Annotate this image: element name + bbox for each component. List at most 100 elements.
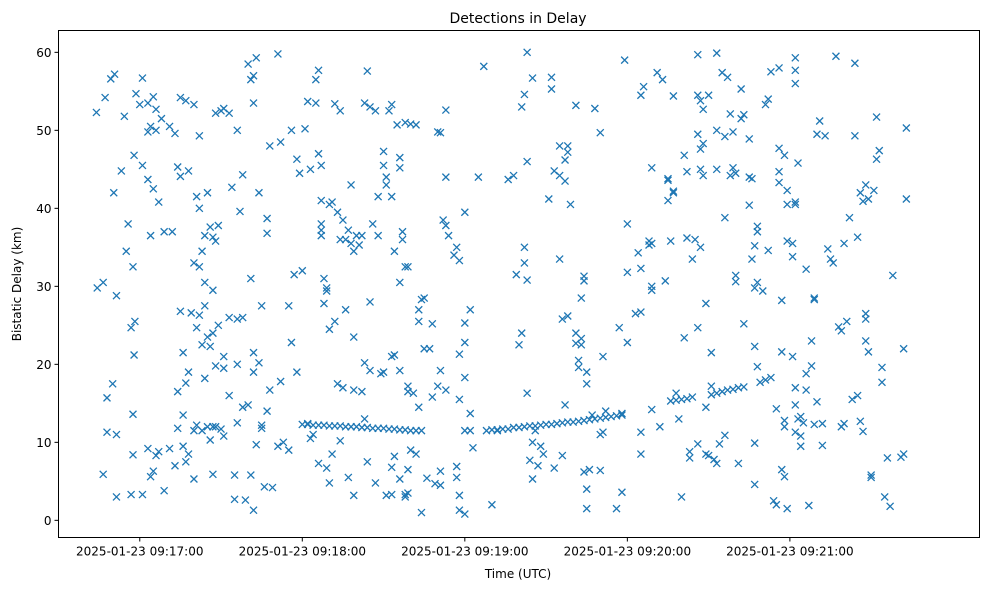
data-point: [794, 159, 802, 168]
data-point: [731, 169, 740, 178]
data-point: [883, 453, 892, 462]
data-point: [791, 53, 800, 62]
data-point: [311, 75, 320, 84]
data-point: [176, 93, 185, 102]
data-point: [455, 350, 464, 359]
data-point: [753, 362, 762, 371]
data-point: [588, 411, 597, 419]
data-point: [647, 163, 656, 172]
data-point: [127, 490, 136, 499]
data-point: [206, 342, 215, 351]
data-point: [252, 53, 261, 62]
data-point: [452, 243, 461, 252]
data-point: [615, 323, 624, 332]
data-point: [696, 165, 705, 174]
data-point: [122, 247, 131, 256]
y-tick-label: 60: [36, 46, 51, 60]
data-point: [129, 410, 137, 419]
data-point: [869, 186, 878, 195]
data-point: [317, 231, 326, 240]
data-point: [181, 96, 190, 105]
data-point: [696, 243, 705, 252]
data-point: [612, 504, 621, 513]
data-point: [292, 368, 301, 377]
data-point: [333, 208, 342, 217]
data-point: [198, 247, 207, 256]
data-point: [309, 430, 318, 439]
data-point: [179, 442, 188, 451]
data-point: [452, 473, 461, 482]
data-point: [208, 233, 217, 242]
data-point: [818, 419, 827, 428]
data-point: [547, 85, 556, 93]
data-point: [455, 395, 464, 404]
data-point: [366, 366, 374, 375]
data-point: [103, 393, 111, 402]
data-point: [720, 431, 729, 440]
data-point: [92, 108, 101, 117]
data-point: [764, 246, 773, 255]
data-point: [152, 126, 160, 135]
y-tick-label: 0: [44, 514, 52, 528]
data-point: [287, 126, 296, 135]
data-point: [555, 255, 564, 263]
data-point: [341, 305, 350, 314]
data-point: [252, 440, 261, 449]
data-point: [704, 91, 713, 100]
data-point: [715, 439, 724, 448]
data-point: [534, 461, 542, 470]
data-point: [333, 379, 342, 388]
data-point: [398, 235, 407, 244]
data-point: [320, 299, 328, 308]
data-point: [382, 180, 391, 189]
y-tick-label: 10: [36, 436, 51, 450]
data-point: [287, 338, 296, 347]
data-point: [720, 213, 729, 222]
data-point: [436, 366, 445, 375]
data-point: [515, 340, 523, 349]
data-point: [864, 195, 873, 203]
data-point: [112, 291, 121, 300]
data-point: [138, 74, 147, 83]
data-point: [409, 389, 418, 398]
data-point: [233, 418, 242, 427]
data-point: [265, 141, 274, 150]
data-point: [577, 294, 586, 302]
data-point: [347, 239, 356, 248]
data-point: [460, 373, 469, 382]
data-point: [441, 173, 450, 182]
data-point: [441, 386, 450, 395]
data-point: [739, 110, 748, 119]
data-point: [655, 422, 664, 431]
data-point: [203, 188, 212, 197]
data-point: [783, 504, 792, 513]
data-point: [206, 436, 215, 444]
data-point: [173, 387, 182, 396]
data-point: [390, 247, 399, 256]
data-point: [826, 255, 835, 263]
data-point: [417, 426, 426, 435]
data-point: [880, 492, 889, 501]
data-point: [802, 386, 811, 395]
data-point: [406, 446, 415, 455]
data-point: [791, 200, 800, 209]
data-point: [268, 483, 277, 492]
data-point: [796, 442, 805, 451]
data-point: [181, 457, 190, 466]
data-point: [840, 239, 849, 248]
data-point: [685, 453, 694, 462]
data-point: [214, 221, 223, 230]
data-point: [699, 105, 708, 114]
data-point: [677, 492, 686, 501]
data-point: [157, 114, 166, 123]
data-point: [227, 183, 236, 192]
data-point: [791, 428, 800, 437]
data-point: [460, 208, 469, 217]
data-point: [132, 89, 140, 98]
data-point: [192, 323, 201, 332]
data-point: [152, 105, 160, 114]
data-point: [580, 272, 588, 281]
data-point: [902, 124, 911, 132]
data-point: [176, 172, 185, 181]
data-point: [455, 256, 464, 265]
